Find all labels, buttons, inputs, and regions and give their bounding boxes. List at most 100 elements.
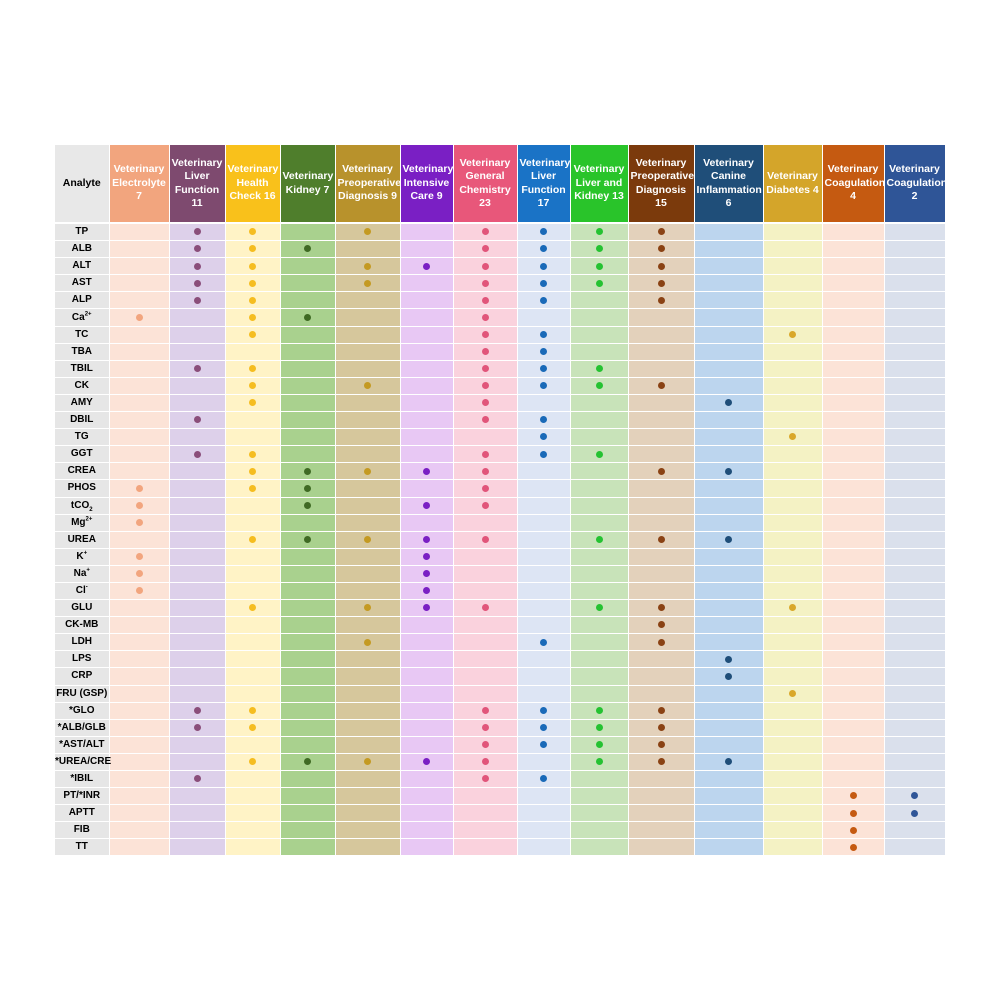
panel-cell xyxy=(280,240,336,259)
panel-cell xyxy=(225,497,281,515)
panel-header: Veterinary Coagulation 4 xyxy=(822,145,885,223)
included-dot-icon xyxy=(540,245,547,253)
panel-cell xyxy=(225,291,281,310)
panel-cell xyxy=(453,753,518,772)
panel-cell xyxy=(628,770,695,789)
panel-cell xyxy=(517,360,571,378)
panel-cell xyxy=(169,582,226,601)
panel-cell xyxy=(763,548,823,566)
panel-cell xyxy=(822,445,885,464)
panel-cell xyxy=(694,582,764,601)
panel-cell xyxy=(400,633,454,652)
analyte-name: TP xyxy=(55,222,110,242)
included-dot-icon xyxy=(423,262,430,270)
included-dot-icon xyxy=(364,536,371,543)
included-dot-icon xyxy=(657,228,665,236)
panel-cell xyxy=(763,736,823,754)
panel-cell xyxy=(822,548,885,566)
analyte-name: FRU (GSP) xyxy=(55,685,110,703)
panel-cell xyxy=(400,565,454,583)
panel-cell xyxy=(280,274,336,293)
analyte-label: GGT xyxy=(70,448,93,460)
panel-cell xyxy=(225,838,281,857)
panel-cell xyxy=(570,685,629,703)
included-dot-icon xyxy=(135,518,143,526)
included-dot-icon xyxy=(540,433,547,441)
panel-cell xyxy=(400,274,454,293)
panel-cell xyxy=(694,291,764,310)
panel-cell xyxy=(400,770,454,789)
panel-cell xyxy=(884,565,946,583)
panel-cell xyxy=(694,326,764,344)
analyte-label: DBIL xyxy=(70,414,94,426)
panel-cell xyxy=(763,257,823,276)
panel-cell xyxy=(570,548,629,566)
panel-cell xyxy=(169,257,226,276)
panel-cell xyxy=(694,736,764,754)
panel-cell xyxy=(884,222,946,242)
panel-cell xyxy=(517,531,571,549)
panel-header: Veterinary Preoperative Diagnosis 15 xyxy=(628,145,695,223)
panel-cell xyxy=(884,616,946,635)
panel-cell xyxy=(169,838,226,857)
panel-cell xyxy=(517,377,571,395)
panel-cell xyxy=(822,650,885,669)
panel-cell xyxy=(628,702,695,720)
panel-cell xyxy=(517,719,571,737)
included-dot-icon xyxy=(911,809,918,817)
panel-cell xyxy=(400,326,454,344)
panel-cell xyxy=(517,650,571,669)
panel-cell xyxy=(400,582,454,601)
panel-cell xyxy=(884,394,946,413)
analyte-panel-matrix: Analyte Veterinary Electrolyte 7 Veterina… xyxy=(55,145,947,857)
panel-cell xyxy=(570,411,629,430)
panel-cell xyxy=(628,360,695,378)
included-dot-icon xyxy=(193,724,201,732)
panel-cell xyxy=(822,821,885,840)
panel-cell xyxy=(763,445,823,464)
panel-cell xyxy=(225,548,281,566)
panel-cell xyxy=(225,257,281,276)
analyte-name: Cl- xyxy=(55,582,110,601)
panel-cell xyxy=(400,616,454,635)
analyte-name: ALT xyxy=(55,257,110,276)
analyte-label: Cl xyxy=(75,585,86,597)
table-row: APTT xyxy=(55,804,946,823)
panel-cell xyxy=(763,804,823,823)
panel-cell xyxy=(822,685,885,703)
panel-cell xyxy=(400,685,454,703)
panel-cell xyxy=(335,514,401,532)
panel-cell xyxy=(822,838,885,857)
panel-cell xyxy=(884,719,946,737)
panel-cell xyxy=(694,462,764,481)
panel-cell xyxy=(400,736,454,754)
panel-cell xyxy=(400,343,454,361)
panel-cell xyxy=(225,685,281,703)
analyte-label: PHOS xyxy=(67,482,96,494)
included-dot-icon xyxy=(595,724,603,732)
included-dot-icon xyxy=(481,536,489,543)
analyte-name: CK xyxy=(55,377,110,395)
included-dot-icon xyxy=(789,330,796,338)
included-dot-icon xyxy=(423,536,430,543)
panel-cell xyxy=(628,514,695,532)
included-dot-icon xyxy=(193,262,201,270)
analyte-charge: + xyxy=(86,567,90,574)
panel-cell xyxy=(335,821,401,840)
panel-cell xyxy=(517,497,571,515)
included-dot-icon xyxy=(364,604,371,612)
panel-cell xyxy=(517,479,571,498)
panel-cell xyxy=(517,565,571,583)
table-row: *UREA/CRE xyxy=(55,753,946,772)
analyte-label: tCO xyxy=(70,499,90,511)
included-dot-icon xyxy=(725,399,732,407)
included-dot-icon xyxy=(595,245,603,253)
analyte-name: TT xyxy=(55,838,110,857)
panel-cell xyxy=(763,838,823,857)
panel-cell xyxy=(280,462,336,481)
panel-cell xyxy=(169,821,226,840)
panel-cell xyxy=(570,257,629,276)
panel-cell xyxy=(109,343,170,361)
included-dot-icon xyxy=(304,501,311,509)
panel-cell xyxy=(517,616,571,635)
